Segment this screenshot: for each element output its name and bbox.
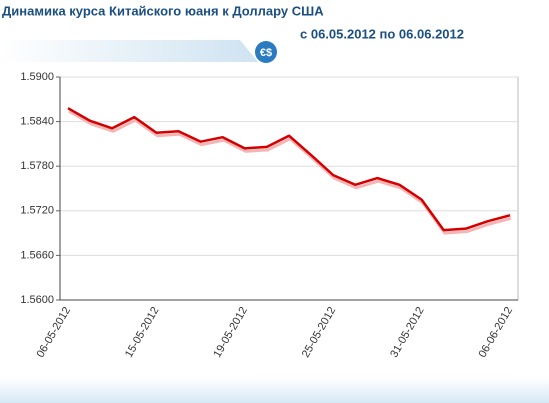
currency-icon <box>255 41 277 63</box>
y-tick-label: 1.5840 <box>20 116 54 128</box>
y-tick-label: 1.5720 <box>20 205 54 217</box>
header-tab <box>0 40 258 62</box>
y-tick-label: 1.5600 <box>20 294 54 306</box>
line <box>67 107 511 232</box>
y-tick-label: 1.5780 <box>20 160 54 172</box>
chart-title: Динамика курса Китайского юаня к Доллару… <box>2 3 324 18</box>
chart-subtitle: с 06.05.2012 по 06.06.2012 <box>300 26 464 41</box>
plot-area <box>59 76 519 301</box>
y-tick-label: 1.5900 <box>20 71 54 83</box>
currency-icon-text: €$ <box>260 47 272 59</box>
y-tick-label: 1.5660 <box>20 249 54 261</box>
footer-bar <box>0 378 549 403</box>
